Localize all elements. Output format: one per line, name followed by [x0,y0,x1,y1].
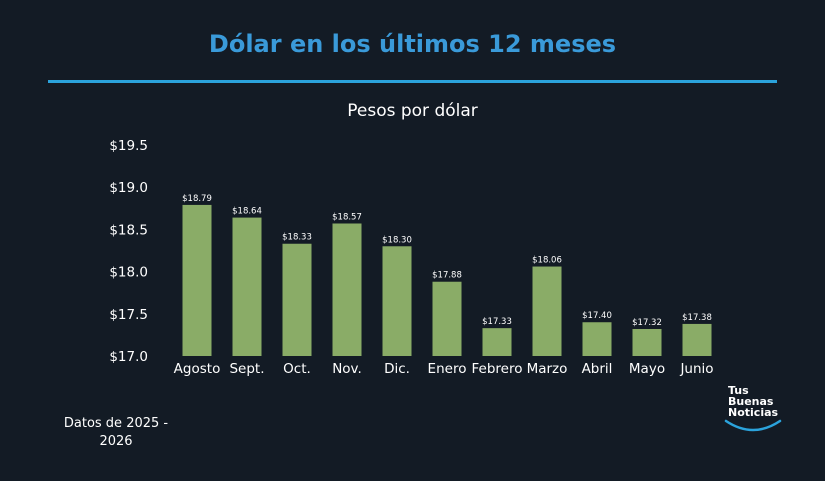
bar [682,323,712,356]
x-tick-label: Oct. [283,361,311,377]
x-tick-label: Abril [582,361,613,377]
bar-value-label: $17.38 [682,313,712,323]
bar-value-label: $17.32 [632,318,662,328]
bar-value-label: $18.64 [232,207,262,217]
x-tick-label: Junio [679,361,713,377]
chart-title: Dólar en los últimos 12 meses [208,30,617,58]
logo-text-line-1: Tus [728,384,749,397]
y-tick-label: $18.5 [109,222,148,238]
bar [332,223,362,356]
logo-arc-icon [724,419,782,432]
bar [582,322,612,356]
bar [432,281,462,356]
y-tick-label: $17.0 [109,349,148,365]
bar-value-label: $18.57 [332,212,362,222]
title-divider [48,80,777,83]
x-tick-label: Dic. [384,361,410,377]
x-tick-label: Febrero [472,361,523,377]
bar-value-label: $18.33 [282,233,312,243]
y-tick-label: $19.5 [109,138,148,154]
bar-value-label: $18.30 [382,235,412,245]
y-tick-label: $18.0 [109,265,148,281]
bar [632,328,662,356]
bar-value-label: $17.33 [482,317,512,327]
x-tick-label: Nov. [332,361,362,377]
bar [182,204,212,356]
y-tick-label: $17.5 [109,307,148,323]
bar [282,243,312,356]
chart-subtitle: Pesos por dólar [347,101,478,121]
logo-text-line-3: Noticias [728,406,779,419]
x-tick-label: Agosto [174,361,221,377]
y-tick-label: $19.0 [109,180,148,196]
x-tick-label: Mayo [629,361,665,377]
bar [482,328,512,356]
logo-text-line-2: Buenas [728,395,774,408]
bar [232,217,262,356]
x-tick-label: Sept. [229,361,264,377]
x-tick-label: Enero [428,361,467,377]
brand-logo: Tus Buenas Noticias [722,385,784,435]
x-tick-label: Marzo [527,361,568,377]
bar-value-label: $18.06 [532,256,562,266]
bar-value-label: $18.79 [182,194,212,204]
bar-value-label: $17.88 [432,271,462,281]
data-footnote: Datos de 2025 - 2026 [63,416,169,449]
bar-value-label: $17.40 [582,311,612,321]
bar [382,246,412,356]
bar [532,266,562,356]
